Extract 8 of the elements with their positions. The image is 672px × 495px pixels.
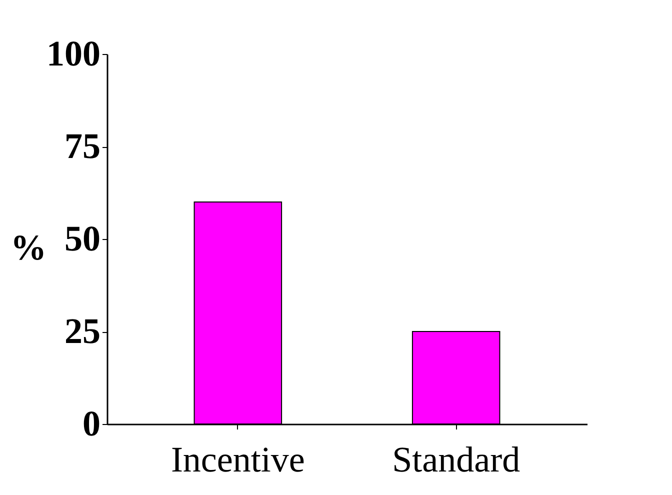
y-tick-label: 50	[64, 218, 100, 258]
y-tick-label: 0	[82, 404, 100, 444]
x-tick-label: Incentive	[170, 440, 305, 480]
y-tick-label: 100	[46, 34, 100, 74]
y-tick-label: 75	[64, 126, 100, 166]
x-tick-label: Standard	[392, 440, 520, 480]
y-axis-title: %	[10, 228, 46, 268]
y-tick-label: 25	[64, 311, 100, 351]
